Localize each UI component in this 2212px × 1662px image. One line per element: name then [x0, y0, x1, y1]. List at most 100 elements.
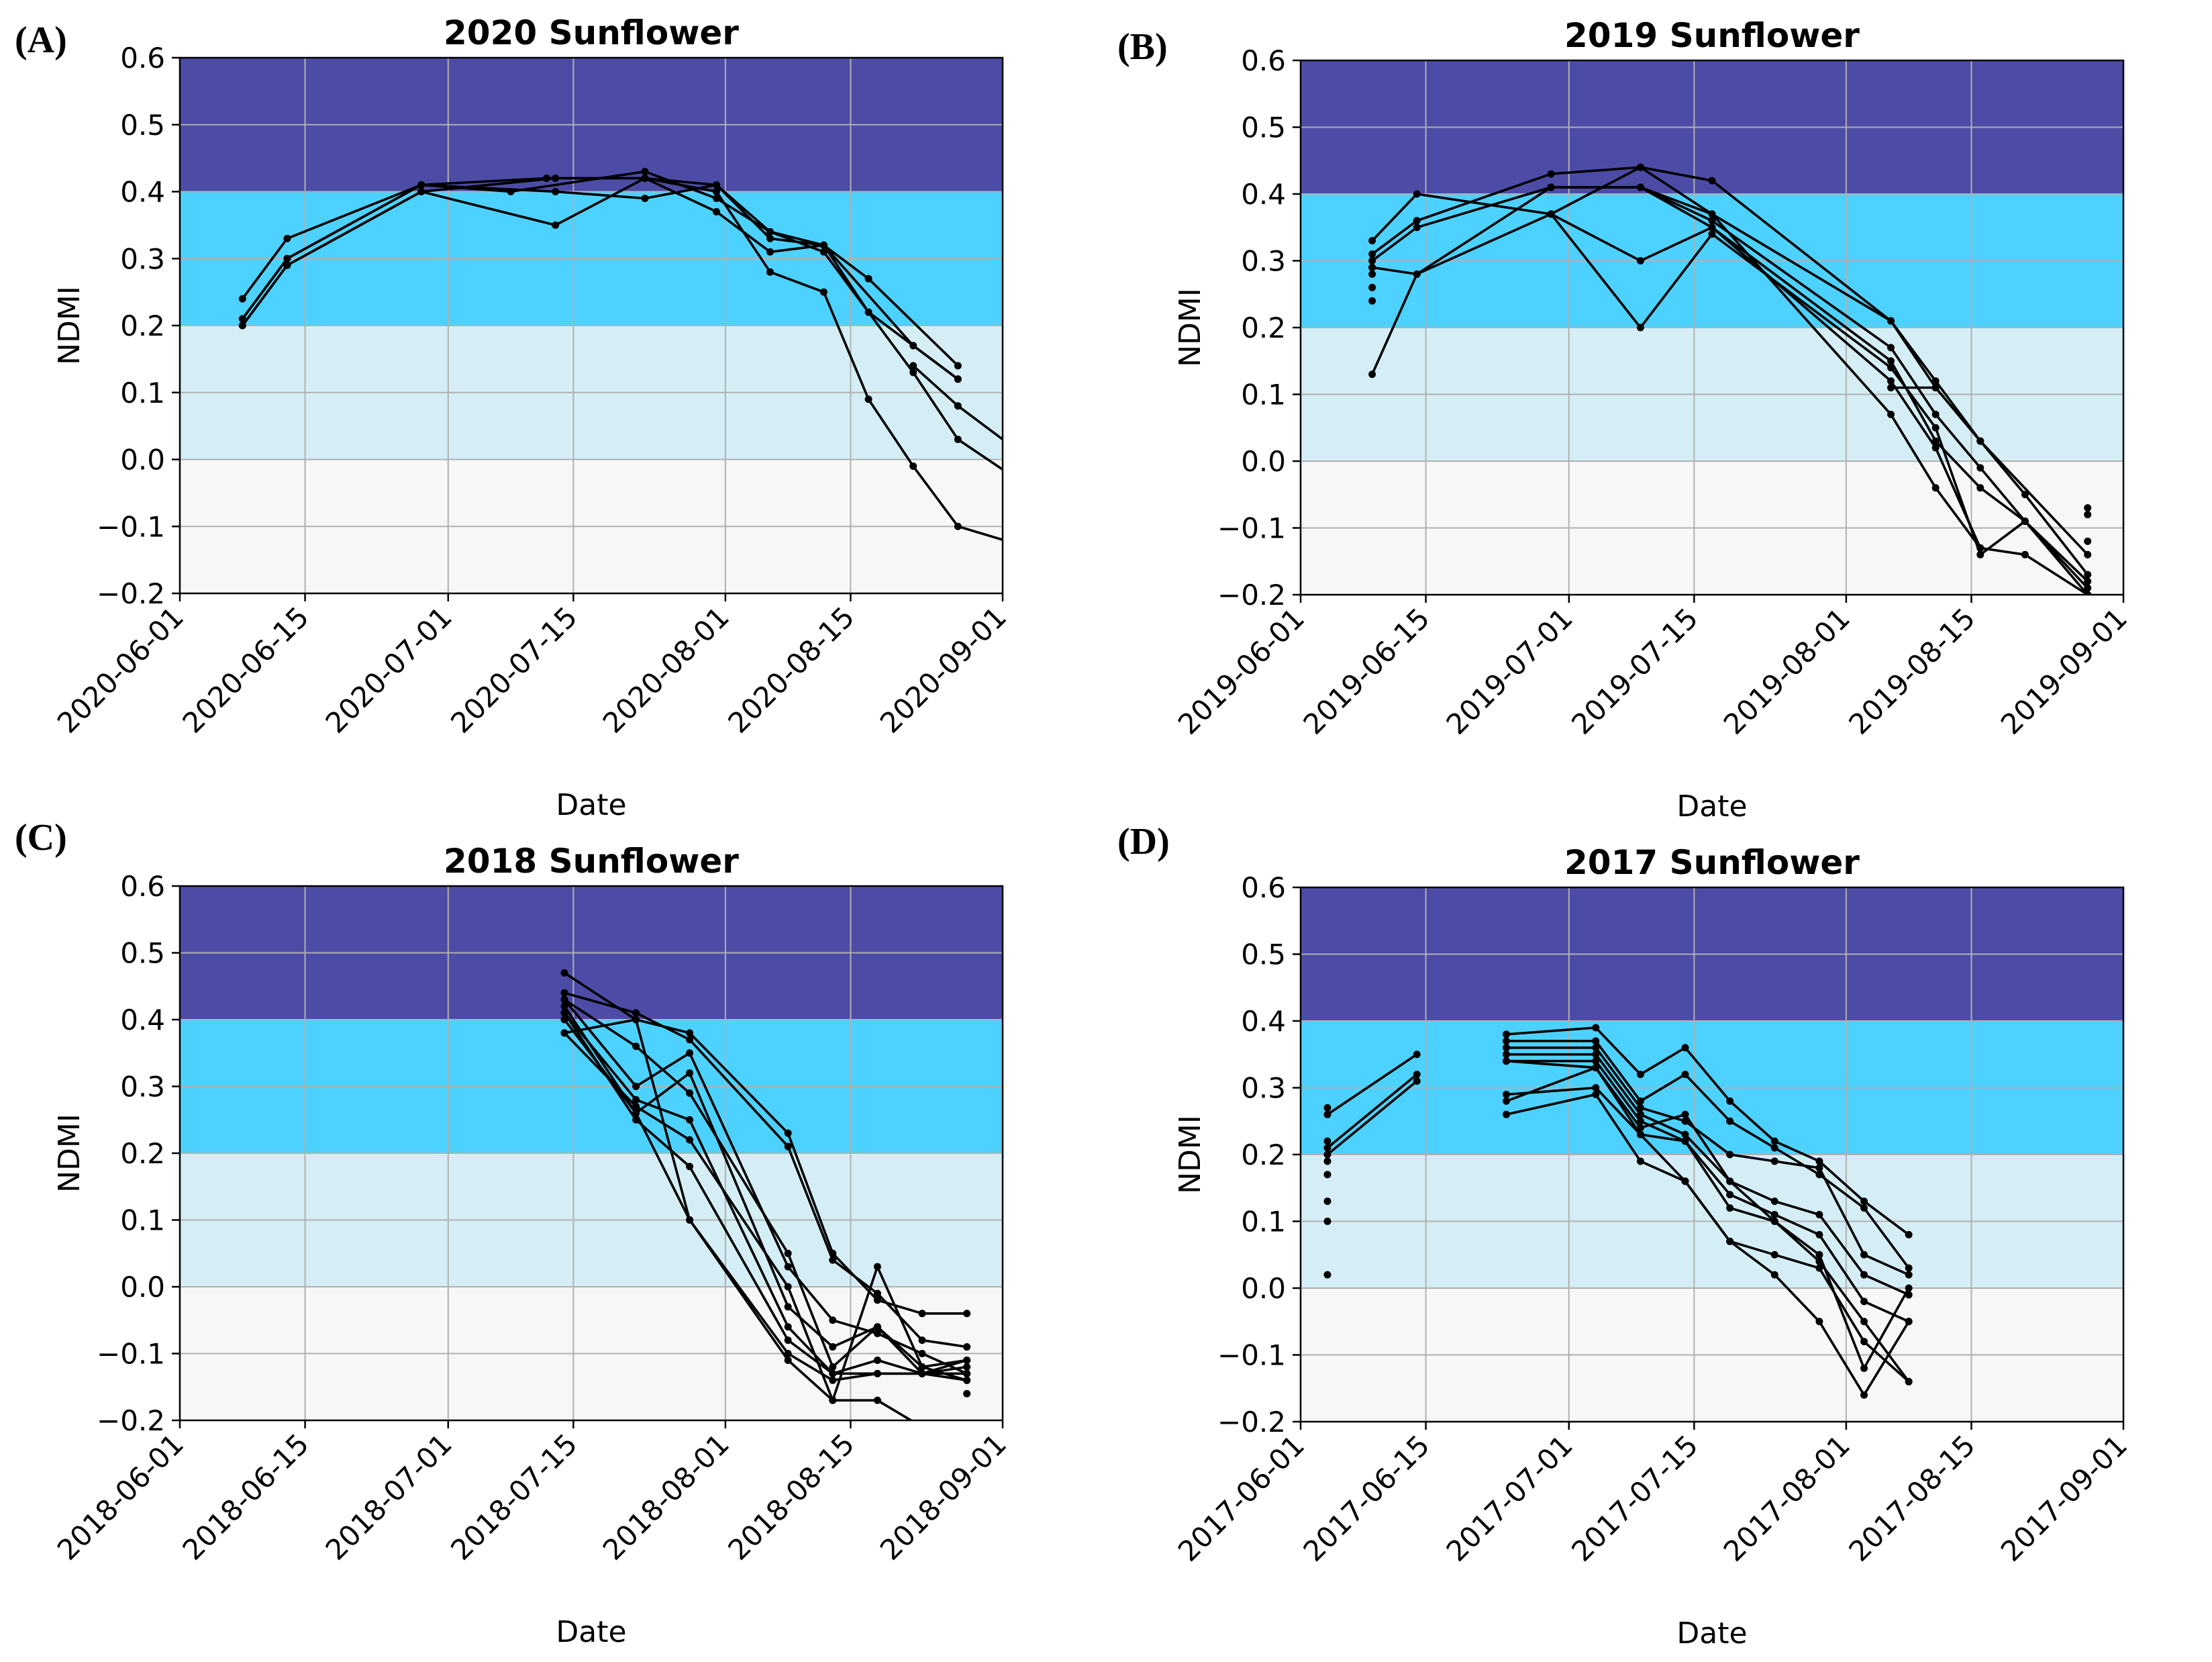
data-point	[1726, 1117, 1734, 1125]
data-point	[686, 1069, 694, 1077]
data-point	[1681, 1110, 1689, 1118]
data-point	[632, 1109, 640, 1117]
data-point	[1905, 1318, 1913, 1326]
data-point	[560, 1016, 568, 1024]
y-tick-label: 0.1	[1241, 1206, 1286, 1238]
data-point	[819, 288, 827, 296]
data-point	[1323, 1110, 1331, 1118]
x-tick-label: 2019-07-01	[1440, 601, 1579, 740]
y-tick-label: 0.4	[1241, 1005, 1286, 1038]
data-point	[1770, 1144, 1778, 1152]
x-tick-label: 2020-07-01	[319, 600, 458, 739]
data-point	[1368, 237, 1376, 245]
x-tick-label: 2017-08-01	[1717, 1428, 1856, 1567]
x-tick-label: 2018-08-01	[597, 1427, 736, 1566]
data-point	[1323, 1144, 1331, 1152]
data-point	[1976, 544, 1984, 552]
y-tick-label: 0.4	[1241, 178, 1286, 211]
plot-area	[238, 168, 1051, 542]
x-tick-label: 2019-08-15	[1842, 601, 1981, 740]
data-point	[1323, 1137, 1331, 1145]
data-point	[918, 1336, 926, 1345]
data-point	[1592, 1037, 1600, 1045]
data-point	[864, 395, 872, 403]
data-point	[1413, 217, 1421, 225]
data-point	[1044, 469, 1051, 477]
data-point	[873, 1263, 881, 1271]
data-point	[766, 234, 774, 242]
data-point	[1905, 1230, 1913, 1238]
data-point	[1931, 384, 1940, 392]
y-tick-label: 0.1	[120, 377, 165, 409]
series-line	[1371, 186, 2089, 589]
data-point	[1503, 1090, 1510, 1098]
y-tick-label: 0.3	[1241, 245, 1286, 278]
data-point	[1887, 410, 1895, 418]
data-point	[1323, 1197, 1331, 1206]
x-tick-label: 2020-09-01	[874, 600, 1013, 739]
y-tick-label: 0.2	[1241, 311, 1286, 344]
data-point	[2021, 518, 2029, 526]
data-point	[1323, 1157, 1331, 1165]
data-point	[918, 1369, 926, 1377]
data-point	[1815, 1318, 1823, 1326]
data-point	[1931, 377, 1940, 385]
y-tick-label: 0.2	[120, 1137, 165, 1170]
data-point	[238, 322, 246, 330]
y-tick-label: −0.1	[1217, 512, 1286, 545]
data-point	[829, 1396, 837, 1404]
data-point	[1726, 1191, 1734, 1199]
y-tick-label: 0.1	[120, 1204, 165, 1237]
data-point	[417, 188, 425, 195]
data-point	[2084, 550, 2092, 558]
data-point	[1636, 324, 1644, 332]
data-point	[1681, 1177, 1689, 1185]
data-point	[819, 248, 827, 256]
data-point	[1636, 1117, 1644, 1125]
plot-area	[1368, 163, 2092, 595]
y-tick-label: 0.2	[1241, 1138, 1286, 1171]
data-point	[873, 1323, 881, 1331]
data-point	[560, 1029, 568, 1037]
data-point	[1770, 1157, 1778, 1165]
data-point	[1413, 224, 1421, 232]
y-tick-label: 0.0	[120, 1271, 165, 1304]
x-tick-label: 2017-07-01	[1440, 1428, 1579, 1567]
data-point	[1368, 297, 1376, 305]
data-point	[1636, 1104, 1644, 1112]
y-tick-label: 0.6	[120, 870, 165, 903]
data-point	[2021, 550, 2029, 558]
data-point	[963, 1310, 971, 1318]
data-point	[686, 1029, 694, 1037]
data-point	[1860, 1251, 1868, 1259]
x-tick-label: 2018-09-01	[874, 1427, 1013, 1566]
data-point	[1815, 1211, 1823, 1219]
data-point	[963, 1376, 971, 1384]
x-axis-label: Date	[556, 788, 626, 822]
x-tick-label: 2020-08-15	[721, 600, 860, 739]
data-point	[1976, 437, 1984, 445]
data-point	[1976, 464, 1984, 472]
data-point	[1770, 1197, 1778, 1206]
data-point	[2084, 591, 2092, 595]
plot-area	[560, 969, 971, 1420]
data-point	[1368, 257, 1376, 264]
data-point	[1413, 270, 1421, 278]
data-point	[1323, 1104, 1331, 1112]
y-tick-label: 0.3	[120, 1071, 165, 1104]
data-point	[918, 1363, 926, 1371]
data-point	[1931, 410, 1940, 418]
data-point	[560, 969, 568, 977]
data-point	[1815, 1251, 1823, 1259]
y-tick-label: 0.6	[120, 42, 165, 75]
y-tick-label: 0.3	[1241, 1072, 1286, 1105]
data-point	[1770, 1251, 1778, 1259]
data-point	[2084, 537, 2092, 545]
data-point	[1636, 1124, 1644, 1132]
data-point	[1815, 1264, 1823, 1272]
data-point	[641, 175, 649, 183]
data-point	[784, 1142, 792, 1151]
data-point	[1726, 1097, 1734, 1105]
series-line	[563, 1012, 967, 1375]
data-point	[1636, 163, 1644, 171]
